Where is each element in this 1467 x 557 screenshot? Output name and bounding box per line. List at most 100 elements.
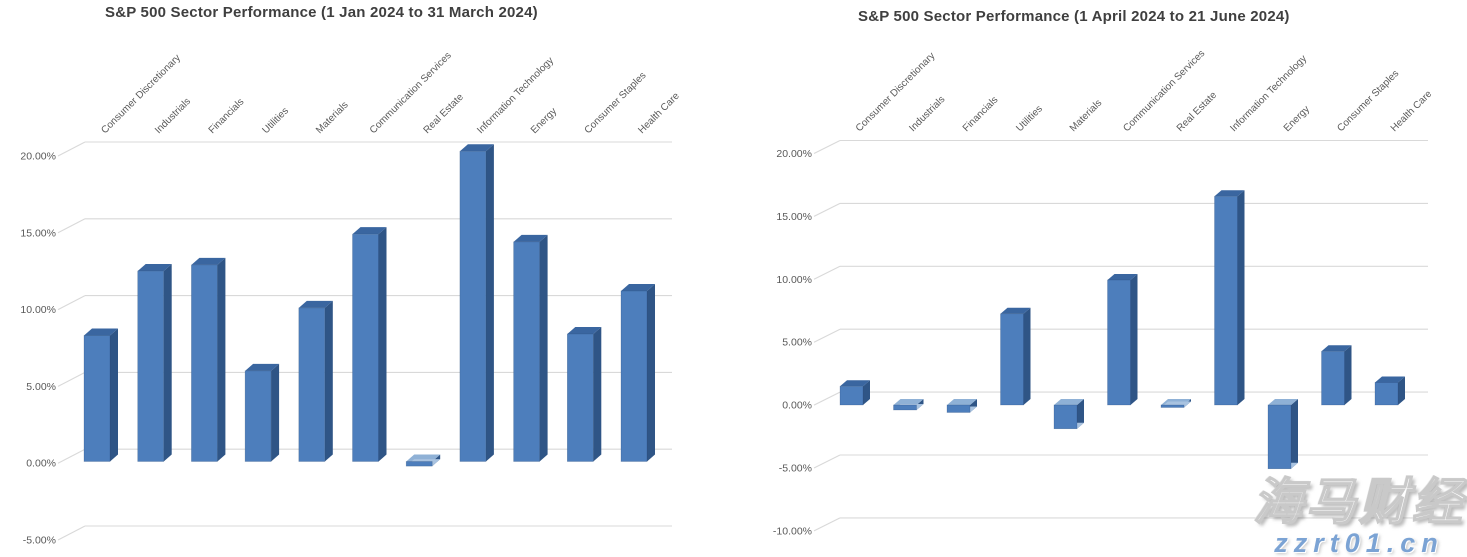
y-axis-tick-label: 10.00% bbox=[20, 304, 56, 316]
bar-front-face bbox=[1214, 195, 1238, 406]
bar-utilities bbox=[1000, 307, 1031, 406]
gridline-tick-connector bbox=[813, 328, 841, 343]
bar-industrials bbox=[137, 264, 172, 462]
bar-side-face bbox=[539, 234, 548, 462]
bar-financials bbox=[191, 257, 226, 462]
category-axis-label: Materials bbox=[1068, 98, 1104, 134]
category-axis-label: Health Care bbox=[1389, 88, 1435, 134]
y-axis-tick-label: 10.00% bbox=[776, 274, 812, 286]
bar-side-face bbox=[378, 227, 387, 462]
gridline-tick-connector bbox=[57, 525, 86, 541]
bar-top-face bbox=[893, 399, 924, 405]
bar-top-face bbox=[84, 328, 118, 336]
bar-top-face bbox=[245, 363, 280, 371]
bar-top-face bbox=[947, 399, 977, 405]
bar-front-face bbox=[620, 290, 648, 462]
bar-front-face bbox=[352, 233, 379, 462]
bar-side-face bbox=[271, 363, 280, 462]
category-axis-label: Utilities bbox=[1014, 104, 1045, 135]
bar-top-face bbox=[298, 300, 333, 308]
bar-top-face bbox=[1054, 399, 1084, 405]
bar-side-face bbox=[324, 300, 333, 462]
y-axis-tick-label: 15.00% bbox=[776, 211, 812, 223]
bar-side-face bbox=[217, 257, 226, 462]
bar-side-face bbox=[1291, 399, 1298, 469]
gridline-tick-connector bbox=[57, 371, 86, 387]
y-axis-tick-label: -5.00% bbox=[779, 463, 812, 475]
category-axis-label: Real Estate bbox=[1175, 89, 1220, 134]
bar-side-face bbox=[485, 144, 494, 462]
bar-front-face bbox=[298, 307, 326, 462]
bar-side-face bbox=[647, 284, 655, 462]
bar-front-face bbox=[83, 335, 111, 462]
bar-side-face bbox=[1344, 345, 1352, 405]
bar-front-face bbox=[893, 404, 917, 411]
bar-communication-services bbox=[1107, 274, 1138, 406]
bar-side-face bbox=[863, 380, 870, 405]
bar-consumer-staples bbox=[1321, 345, 1352, 406]
bar-front-face bbox=[137, 270, 164, 462]
bar-side-face bbox=[1023, 307, 1031, 405]
bar-top-face bbox=[1107, 274, 1138, 280]
chart-title-q1: S&P 500 Sector Performance (1 Jan 2024 t… bbox=[105, 4, 538, 21]
bar-front-face bbox=[459, 150, 487, 462]
bar-top-face bbox=[840, 380, 870, 387]
y-axis-tick-label: 0.00% bbox=[782, 400, 812, 412]
y-axis-tick-label: 20.00% bbox=[20, 151, 56, 163]
bar-side-face bbox=[110, 328, 118, 462]
bar-top-face bbox=[1375, 376, 1405, 383]
bar-consumer-staples bbox=[566, 327, 602, 462]
chart-title-q2: S&P 500 Sector Performance (1 April 2024… bbox=[858, 8, 1290, 25]
bar-front-face bbox=[513, 241, 540, 462]
bar-energy bbox=[1267, 399, 1298, 470]
y-axis-tick-label: 5.00% bbox=[782, 337, 812, 349]
bar-real-estate bbox=[1160, 399, 1191, 408]
bar-top-face bbox=[1268, 399, 1298, 405]
bar-top-face bbox=[621, 284, 655, 292]
bar-consumer-discretionary bbox=[839, 380, 870, 406]
bar-side-face bbox=[1077, 399, 1084, 429]
bar-real-estate bbox=[405, 454, 441, 467]
bar-top-face bbox=[137, 264, 172, 272]
bar-front-face bbox=[1374, 382, 1399, 406]
y-axis-tick-label: 15.00% bbox=[20, 227, 56, 239]
bar-front-face bbox=[1321, 350, 1345, 406]
bar-top-face bbox=[1214, 190, 1245, 197]
y-axis-tick-label: 0.00% bbox=[26, 458, 56, 470]
bar-industrials bbox=[893, 399, 924, 411]
y-axis-tick-label: 5.00% bbox=[26, 381, 56, 393]
gridline-tick-connector bbox=[813, 202, 841, 217]
bar-financials bbox=[946, 399, 977, 413]
bar-top-face bbox=[352, 227, 387, 235]
gridline-tick-connector bbox=[813, 140, 841, 154]
bar-utilities bbox=[244, 363, 280, 462]
bar-front-face bbox=[946, 404, 971, 413]
gridline-tick-connector bbox=[57, 295, 86, 311]
bar-front-face bbox=[1160, 404, 1185, 408]
bar-side-face bbox=[593, 327, 602, 462]
bar-communication-services bbox=[352, 227, 387, 462]
bar-information-technology bbox=[1214, 190, 1245, 406]
gridline-tick-connector bbox=[813, 265, 841, 280]
bar-energy bbox=[513, 234, 548, 462]
bar-top-face bbox=[459, 144, 494, 152]
bar-front-face bbox=[1107, 279, 1131, 406]
y-axis-tick-label: 20.00% bbox=[776, 148, 812, 160]
bar-health-care bbox=[1374, 376, 1405, 406]
bar-top-face bbox=[567, 327, 602, 335]
bar-side-face bbox=[1130, 274, 1138, 405]
bar-top-face bbox=[513, 234, 548, 242]
bar-side-face bbox=[1237, 190, 1245, 405]
gridline-tick-connector bbox=[813, 517, 841, 532]
bar-materials bbox=[1053, 399, 1084, 430]
bar-top-face bbox=[1321, 345, 1352, 352]
bar-front-face bbox=[1053, 404, 1078, 430]
gridline-tick-connector bbox=[813, 391, 841, 406]
category-axis-label: Energy bbox=[1282, 104, 1312, 134]
bar-side-face bbox=[1398, 376, 1405, 405]
category-axis-label: Financials bbox=[961, 95, 1001, 135]
y-axis-tick-label: -10.00% bbox=[773, 525, 812, 537]
